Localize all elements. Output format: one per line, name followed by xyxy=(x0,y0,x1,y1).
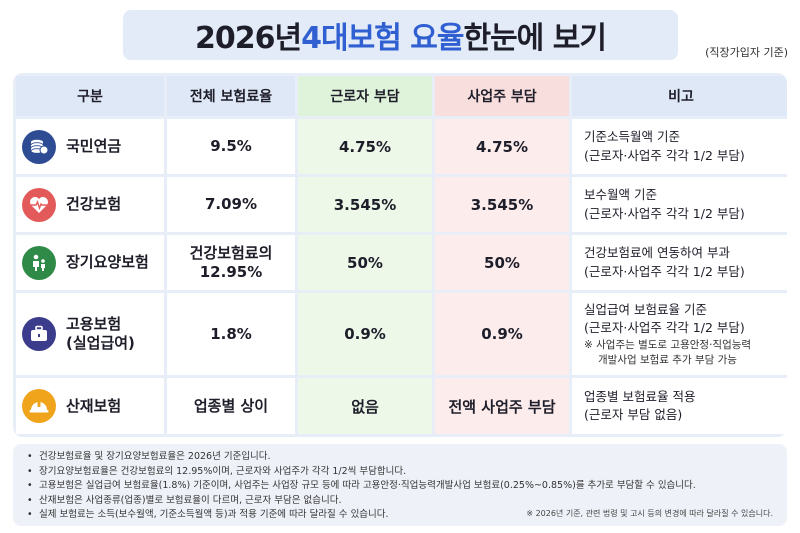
note-small-line1: ※ 사업주는 별도로 고용안정·직업능력 xyxy=(584,338,752,351)
footnote-item: 건강보험료율 및 장기요양보험료율은 2026년 기준입니다. xyxy=(27,450,787,465)
header-total: 전체 보험료율 xyxy=(167,76,295,116)
table-row-longterm-care: 장기요양보험 건강보험료의 12.95% 50% 50% 건강보험료에 연동하여… xyxy=(16,235,787,290)
row-total-rate: 건강보험료의 12.95% xyxy=(167,235,295,290)
row-worker-rate: 50% xyxy=(298,235,432,290)
row-employer-rate: 3.545% xyxy=(435,177,569,232)
footnote-item: 산재보험은 사업종류(업종)별로 보험료율이 다르며, 근로자 부담은 없습니다… xyxy=(27,494,787,509)
note-line1: 실업급여 보험료율 기준 xyxy=(584,301,707,317)
page-title: 2026년 4대보험 요율 한눈에 보기 xyxy=(123,10,678,60)
coins-icon xyxy=(22,129,56,164)
footnote-item: 장기요양보험료율은 건강보험료의 12.95%이며, 근로자와 사업주가 각각 … xyxy=(27,465,787,480)
row-employer-rate: 전액 사업주 부담 xyxy=(435,378,569,434)
footnote-item: 고용보험은 실업급여 보험료율(1.8%) 기준이며, 사업주는 사업장 규모 … xyxy=(27,479,787,494)
row-name-line1: 산재보험 xyxy=(66,396,122,415)
note-line1: 업종별 보험료율 적용 xyxy=(584,388,696,404)
total-line2: 12.95% xyxy=(199,262,263,281)
table-row-health: 건강보험 7.09% 3.545% 3.545% 보수월액 기준 (근로자·사업… xyxy=(16,177,787,232)
row-worker-rate: 0.9% xyxy=(298,293,432,375)
row-worker-rate: 4.75% xyxy=(298,119,432,174)
row-worker-rate: 없음 xyxy=(298,378,432,434)
header-employer: 사업주 부담 xyxy=(435,76,569,116)
total-line1: 7.09% xyxy=(204,195,258,214)
note-small-line2: 개발사업 보험료 추가 부담 가능 xyxy=(598,354,737,367)
note-line2: (근로자·사업주 각각 1/2 부담) xyxy=(584,205,745,221)
page-subtitle: (직장가입자 기준) xyxy=(705,46,788,59)
total-line1: 1.8% xyxy=(210,324,252,343)
row-worker-rate: 3.545% xyxy=(298,177,432,232)
row-total-rate: 1.8% xyxy=(167,293,295,375)
table-header-row: 구분 전체 보험료율 근로자 부담 사업주 부담 비고 xyxy=(16,76,787,116)
row-name: 장기요양보험 xyxy=(66,253,149,272)
note-line1: 보수월액 기준 xyxy=(584,187,657,203)
row-name: 산재보험 xyxy=(66,397,121,416)
row-name-line1: 고용보험 xyxy=(66,315,122,334)
briefcase-icon xyxy=(22,317,56,351)
note-line2: (근로자 부담 없음) xyxy=(584,407,683,422)
row-name-line1: 건강보험 xyxy=(66,195,122,214)
row-employer-rate: 0.9% xyxy=(435,293,569,375)
row-total-rate: 7.09% xyxy=(167,177,295,232)
row-note: 업종별 보험료율 적용 (근로자 부담 없음) xyxy=(572,378,787,434)
note-line1: 기준소득월액 기준 xyxy=(584,129,680,145)
table-row-employment: 고용보험 (실업급여) 1.8% 0.9% 0.9% 실업급여 보험료율 기준 … xyxy=(16,293,787,375)
rates-table-container: 구분 전체 보험료율 근로자 부담 사업주 부담 비고 xyxy=(13,73,787,437)
row-name-cell: 고용보험 (실업급여) xyxy=(16,293,164,375)
total-line1: 업종별 상이 xyxy=(193,396,269,415)
heart-pulse-icon xyxy=(22,187,56,222)
table-row-industrial-accident: 산재보험 업종별 상이 없음 전액 사업주 부담 업종별 보험료율 적용 (근로… xyxy=(16,378,787,434)
row-name-line1: 장기요양보험 xyxy=(66,253,149,272)
row-note: 건강보험료에 연동하여 부과 (근로자·사업주 각각 1/2 부담) xyxy=(572,235,787,290)
rates-table: 구분 전체 보험료율 근로자 부담 사업주 부담 비고 xyxy=(13,73,787,437)
header-category: 구분 xyxy=(16,76,164,116)
row-name-cell: 국민연금 xyxy=(16,119,164,174)
row-name: 건강보험 xyxy=(66,195,121,214)
footnote-item: 실제 보험료는 소득(보수월액, 기준소득월액 등)과 적용 기준에 따라 달라… xyxy=(27,508,787,523)
row-name-line1: 국민연금 xyxy=(66,137,122,156)
row-note: 실업급여 보험료율 기준 (근로자·사업주 각각 1/2 부담) ※ 사업주는 … xyxy=(572,293,787,375)
table-row-pension: 국민연금 9.5% 4.75% 4.75% 기준소득월액 기준 (근로자·사업주… xyxy=(16,119,787,174)
row-name-cell: 건강보험 xyxy=(16,177,164,232)
row-name: 국민연금 xyxy=(66,137,121,156)
row-note: 기준소득월액 기준 (근로자·사업주 각각 1/2 부담) xyxy=(572,119,787,174)
footnotes-box: 건강보험료율 및 장기요양보험료율은 2026년 기준입니다. 장기요양보험료율… xyxy=(13,444,787,526)
row-note: 보수월액 기준 (근로자·사업주 각각 1/2 부담) xyxy=(572,177,787,232)
row-total-rate: 9.5% xyxy=(167,119,295,174)
title-part2: 한눈에 보기 xyxy=(463,21,606,56)
header-note: 비고 xyxy=(572,76,787,116)
row-employer-rate: 4.75% xyxy=(435,119,569,174)
total-line1: 건강보험료의 xyxy=(189,243,273,262)
note-line2: (근로자·사업주 각각 1/2 부담) xyxy=(584,319,745,335)
row-name-cell: 산재보험 xyxy=(16,378,164,434)
row-name: 고용보험 (실업급여) xyxy=(66,315,135,353)
caregiver-icon xyxy=(22,245,56,280)
note-line2: (근로자·사업주 각각 1/2 부담) xyxy=(584,147,745,163)
note-line2: (근로자·사업주 각각 1/2 부담) xyxy=(584,263,745,279)
title-highlight: 4대보험 요율 xyxy=(301,21,464,56)
title-part1: 2026년 xyxy=(195,21,302,56)
note-line1: 건강보험료에 연동하여 부과 xyxy=(584,245,730,261)
header-worker: 근로자 부담 xyxy=(298,76,432,116)
hard-hat-icon xyxy=(22,389,56,423)
row-name-cell: 장기요양보험 xyxy=(16,235,164,290)
footnotes-list: 건강보험료율 및 장기요양보험료율은 2026년 기준입니다. 장기요양보험료율… xyxy=(13,444,787,523)
row-total-rate: 업종별 상이 xyxy=(167,378,295,434)
source-note: ※ 2026년 기준, 관련 법령 및 고시 등의 변경에 따라 달라질 수 있… xyxy=(526,509,773,518)
row-employer-rate: 50% xyxy=(435,235,569,290)
row-name-line2: (실업급여) xyxy=(66,334,135,352)
total-line1: 9.5% xyxy=(210,137,252,156)
